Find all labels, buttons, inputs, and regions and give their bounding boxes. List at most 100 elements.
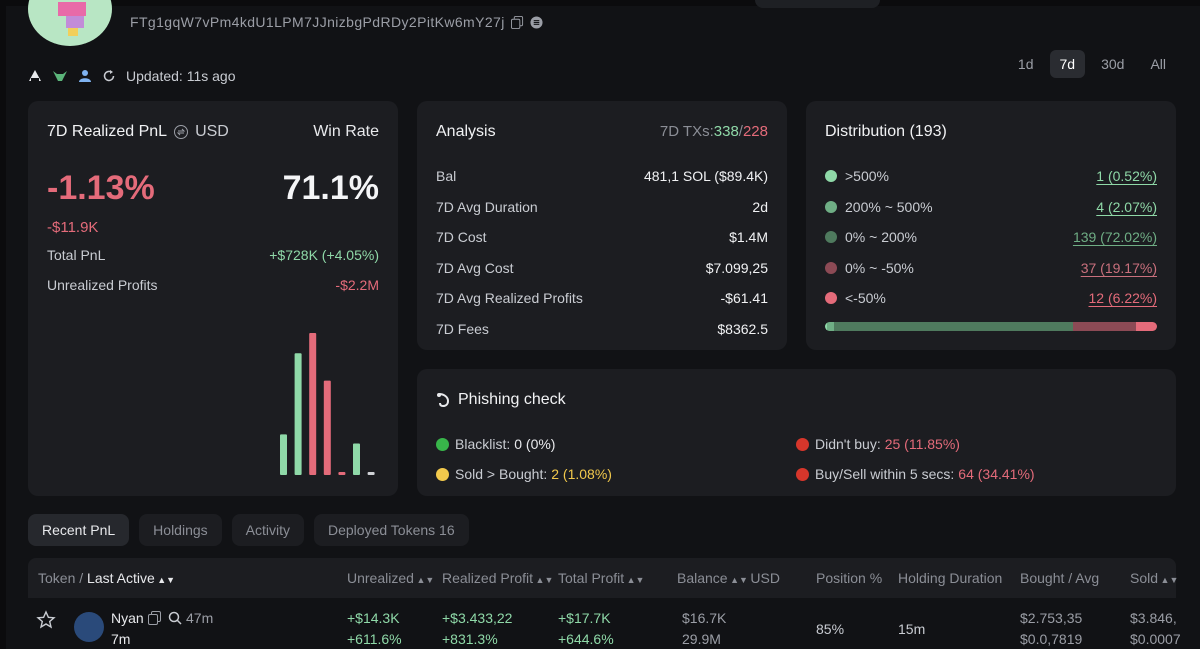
phishing-value: 2 (1.08%) [551,466,612,482]
distribution-row: >500% 1 (0.52%) [825,161,1157,192]
wallet-address: FTg1gqW7vPm4kdU1LPM7JJnizbgPdRDy2PitKw6m… [130,14,505,30]
token-age: 47m [186,610,214,626]
pnl-bar [353,443,360,475]
unrealized-row: Unrealized Profits -$2.2M [47,277,379,293]
star-icon[interactable] [36,610,56,630]
bucket-value[interactable]: 1 (0.52%) [1096,168,1157,185]
status-ball-icon [796,467,809,481]
solscan-icon[interactable] [530,15,543,29]
period-all[interactable]: All [1150,56,1166,72]
pnl-bar [309,333,317,475]
tx-sells: 228 [742,123,768,140]
bucket-dot [825,170,837,183]
analysis-row: 7D Avg Duration 2d [436,192,768,223]
col-balance-label: Balance [677,570,728,586]
phishing-card: Phishing check Blacklist: 0 (0%) Didn't b… [417,369,1176,496]
bucket-label: 200% ~ 500% [845,198,933,215]
col-token[interactable]: Token / Last Active ▲▼ [38,570,175,586]
analysis-rows: Bal 481,1 SOL ($89.4K) 7D Avg Duration 2d … [436,161,768,344]
bucket-value[interactable]: 4 (2.07%) [1096,198,1157,215]
phishing-header: Phishing check [436,391,566,409]
col-holding[interactable]: Holding Duration [898,570,1003,586]
sold-cell: $3.846, [1130,610,1177,626]
balance-tokens-cell: 29.9M [682,631,721,647]
sort-icon[interactable]: ▲▼ [154,575,176,585]
phishing-label: Didn't buy: [815,436,881,452]
unrealized-pct-cell: +611.6% [347,631,402,647]
col-token-label: Token [38,570,76,586]
analysis-row: 7D Cost $1.4M [436,222,768,253]
avatar-pixel [68,28,78,36]
token-name[interactable]: Nyan [111,610,144,626]
bought-cell: $2.753,35 [1020,610,1083,626]
top-edge [0,0,1200,6]
col-balance[interactable]: Balance ▲▼ USD [677,570,780,586]
total-pnl-row: Total PnL +$728K (+4.05%) [47,247,379,263]
bucket-dot [825,261,837,274]
bucket-value[interactable]: 139 (72.02%) [1072,229,1157,246]
currency-label[interactable]: USD [195,123,229,140]
tab-holdings[interactable]: Holdings [139,514,222,546]
col-usd-label[interactable]: USD [750,570,780,586]
table-row[interactable]: Nyan 47m 7m +$14.3K +611.6% +$3.433,22 +… [28,598,1181,649]
tx-count: 7D TXs:338/228 [660,123,768,140]
pnl-bar [367,471,375,475]
col-position[interactable]: Position % [816,570,883,586]
phishing-label: Blacklist: [455,436,511,452]
follow-button[interactable] [755,0,880,8]
distribution-bar [825,322,1157,331]
pnl-distribution-bars [280,333,375,475]
tab-recent-pnl[interactable]: Recent PnL [28,514,130,546]
col-bought-label: Bought [1020,570,1065,586]
sort-icon[interactable]: ▲▼ [624,575,645,585]
col-bought[interactable]: Bought / Avg [1020,570,1099,586]
phishing-item: Buy/Sell within 5 secs: 64 (34.41%) [796,466,1156,482]
token-logo [74,612,104,642]
phishing-value: 25 (11.85%) [884,436,960,452]
user-icon[interactable] [78,69,92,83]
sort-icon[interactable]: ▲▼ [727,575,751,585]
bull-icon[interactable] [52,69,68,83]
analysis-label: 7D Fees [436,320,489,337]
analysis-row: 7D Fees $8362.5 [436,314,768,345]
copy-icon[interactable] [510,15,524,29]
period-30d[interactable]: 30d [1101,56,1125,72]
search-icon[interactable] [168,611,182,625]
phishing-grid: Blacklist: 0 (0%) Didn't buy: 25 (11.85%) … [436,429,1156,489]
distribution-segment [826,322,834,331]
distribution-row: <-50% 12 (6.22%) [825,283,1157,314]
sort-icon[interactable]: ▲▼ [413,575,435,585]
period-7d[interactable]: 7d [1049,50,1086,78]
pnl-table: Token / Last Active ▲▼ Unrealized ▲▼ Rea… [28,558,1181,649]
unrealized-label: Unrealized Profits [47,277,158,293]
col-sold[interactable]: Sold ▲▼ [1130,570,1178,586]
col-unrealized[interactable]: Unrealized ▲▼ [347,570,434,586]
col-realized[interactable]: Realized Profit ▲▼ [442,570,553,586]
phishing-label: Sold > Bought: [455,466,548,482]
analysis-value: 481,1 SOL ($89.4K) [643,168,768,185]
realized-pct-cell: +831.3% [442,631,498,647]
winrate-value: 71.1% [282,169,379,207]
bucket-value[interactable]: 37 (19.17%) [1080,259,1157,276]
col-total[interactable]: Total Profit ▲▼ [558,570,644,586]
holding-cell: 15m [898,621,926,637]
refresh-icon[interactable] [102,69,116,83]
col-avg-label: Avg [1075,570,1100,586]
analysis-value: $8362.5 [717,320,768,337]
tab-activity[interactable]: Activity [231,514,304,546]
currency-toggle-icon[interactable] [173,124,189,140]
pump-icon[interactable] [28,69,42,83]
tab-deployed-tokens[interactable]: Deployed Tokens 16 [314,514,469,546]
phishing-item: Didn't buy: 25 (11.85%) [796,436,1156,452]
sort-icon[interactable]: ▲▼ [1158,575,1179,585]
avatar-pixel [58,2,86,16]
sort-icon[interactable]: ▲▼ [533,575,554,585]
period-1d[interactable]: 1d [1017,56,1034,72]
total-cell: +$17.7K [558,610,611,626]
analysis-value: 2d [752,198,768,215]
bucket-value[interactable]: 12 (6.22%) [1088,290,1157,307]
bucket-label: <-50% [845,290,886,307]
col-last-active[interactable]: Last Active [87,570,155,586]
copy-icon[interactable] [148,611,162,625]
phishing-value: 0 (0%) [514,436,556,452]
